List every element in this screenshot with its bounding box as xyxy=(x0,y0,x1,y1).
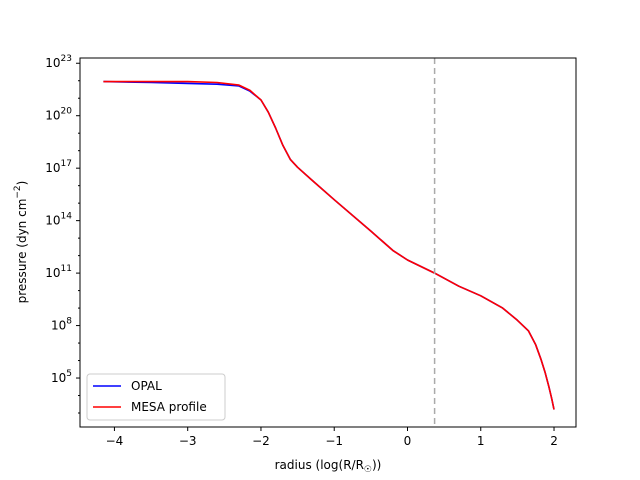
series-line-mesa-profile xyxy=(103,80,555,410)
y-tick-label: 108 xyxy=(51,317,72,333)
x-tick-label: 2 xyxy=(550,434,558,448)
x-tick-label: −2 xyxy=(252,434,270,448)
y-tick-label: 1014 xyxy=(45,212,72,228)
legend-label-mesa: MESA profile xyxy=(131,400,207,414)
x-tick-label: −1 xyxy=(325,434,343,448)
legend-box xyxy=(86,373,226,421)
x-axis-label: radius (log(R/R☉)) xyxy=(275,458,382,475)
y-tick-label: 1011 xyxy=(45,264,72,280)
axes-frame xyxy=(79,57,577,428)
legend-label-opal: OPAL xyxy=(131,379,162,393)
y-tick-label: 105 xyxy=(51,369,72,385)
y-axis-label: pressure (dyn cm−2) xyxy=(13,181,29,304)
x-tick-label: 1 xyxy=(477,434,485,448)
y-tick-label: 1023 xyxy=(45,54,72,70)
y-axis-ticks: 105 108 1011 1014 1017 1020 1023 xyxy=(45,54,80,414)
y-tick-label: 1020 xyxy=(45,107,72,123)
x-axis-ticks: −4 −3 −2 −1 0 1 2 xyxy=(106,427,558,448)
x-tick-label: −4 xyxy=(106,434,124,448)
plot-lines xyxy=(103,58,555,427)
x-tick-label: −3 xyxy=(179,434,197,448)
x-tick-label: 0 xyxy=(404,434,412,448)
y-tick-label: 1017 xyxy=(45,159,72,175)
series-line-opal xyxy=(103,80,555,410)
legend: OPAL MESA profile xyxy=(86,373,226,421)
